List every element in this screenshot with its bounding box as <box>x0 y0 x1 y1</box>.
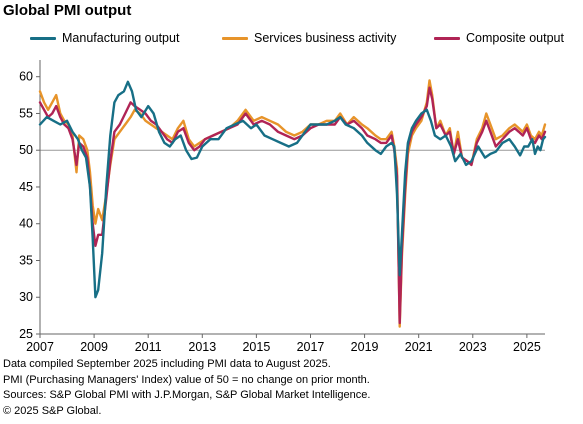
series-line-manufacturing <box>38 80 547 299</box>
legend-label-services: Services business activity <box>254 31 397 45</box>
legend-item-services: Services business activity <box>222 31 396 45</box>
x-tick-label: 2009 <box>80 340 108 352</box>
footer-line-3: Sources: S&P Global PMI with J.P.Morgan,… <box>3 389 371 401</box>
y-tick-label: 45 <box>19 180 33 194</box>
x-tick-label: 2023 <box>459 340 487 352</box>
y-tick-label: 55 <box>19 106 33 120</box>
legend-label-manufacturing: Manufacturing output <box>62 31 180 45</box>
legend-label-composite: Composite output <box>466 31 564 45</box>
x-tick-label: 2017 <box>297 340 325 352</box>
y-tick-label: 40 <box>19 217 33 231</box>
legend-swatch-manufacturing <box>30 36 56 40</box>
legend-swatch-services <box>222 36 248 40</box>
y-tick-label: 30 <box>19 290 33 304</box>
x-tick-label: 2025 <box>513 340 541 352</box>
chart-title: Global PMI output <box>3 2 132 19</box>
legend-item-manufacturing: Manufacturing output <box>30 31 179 45</box>
legend-swatch-composite <box>434 36 460 40</box>
x-tick-label: 2019 <box>351 340 379 352</box>
x-tick-label: 2011 <box>135 340 162 352</box>
series-line-composite <box>38 86 547 325</box>
footer-line-1: Data compiled September 2025 including P… <box>3 358 331 370</box>
line-chart: 25 30 35 40 45 50 55 60 2007 2009 2011 2013 2015 2017… <box>19 60 547 352</box>
footer-line-2: PMI (Purchasing Managers' Index) value o… <box>3 373 370 386</box>
x-tick-label: 2013 <box>188 340 216 352</box>
plot-area: 25 30 35 40 45 50 55 60 2007 2009 2011 2013 2015 2017… <box>19 60 547 352</box>
footer-line-4: © 2025 S&P Global. <box>3 404 102 417</box>
y-tick-label: 25 <box>19 327 33 341</box>
chart-legend: Manufacturing output Services business a… <box>0 31 583 49</box>
x-tick-label: 2021 <box>405 340 433 352</box>
y-tick-label: 50 <box>19 143 33 157</box>
y-tick-label: 60 <box>19 70 33 84</box>
y-tick-label: 35 <box>19 253 33 267</box>
x-tick-label: 2007 <box>26 340 54 352</box>
series-line-services <box>38 79 547 328</box>
x-tick-label: 2015 <box>242 340 270 352</box>
chart-footer: Data compiled September 2025 including P… <box>3 357 370 419</box>
legend-item-composite: Composite output <box>434 31 564 45</box>
